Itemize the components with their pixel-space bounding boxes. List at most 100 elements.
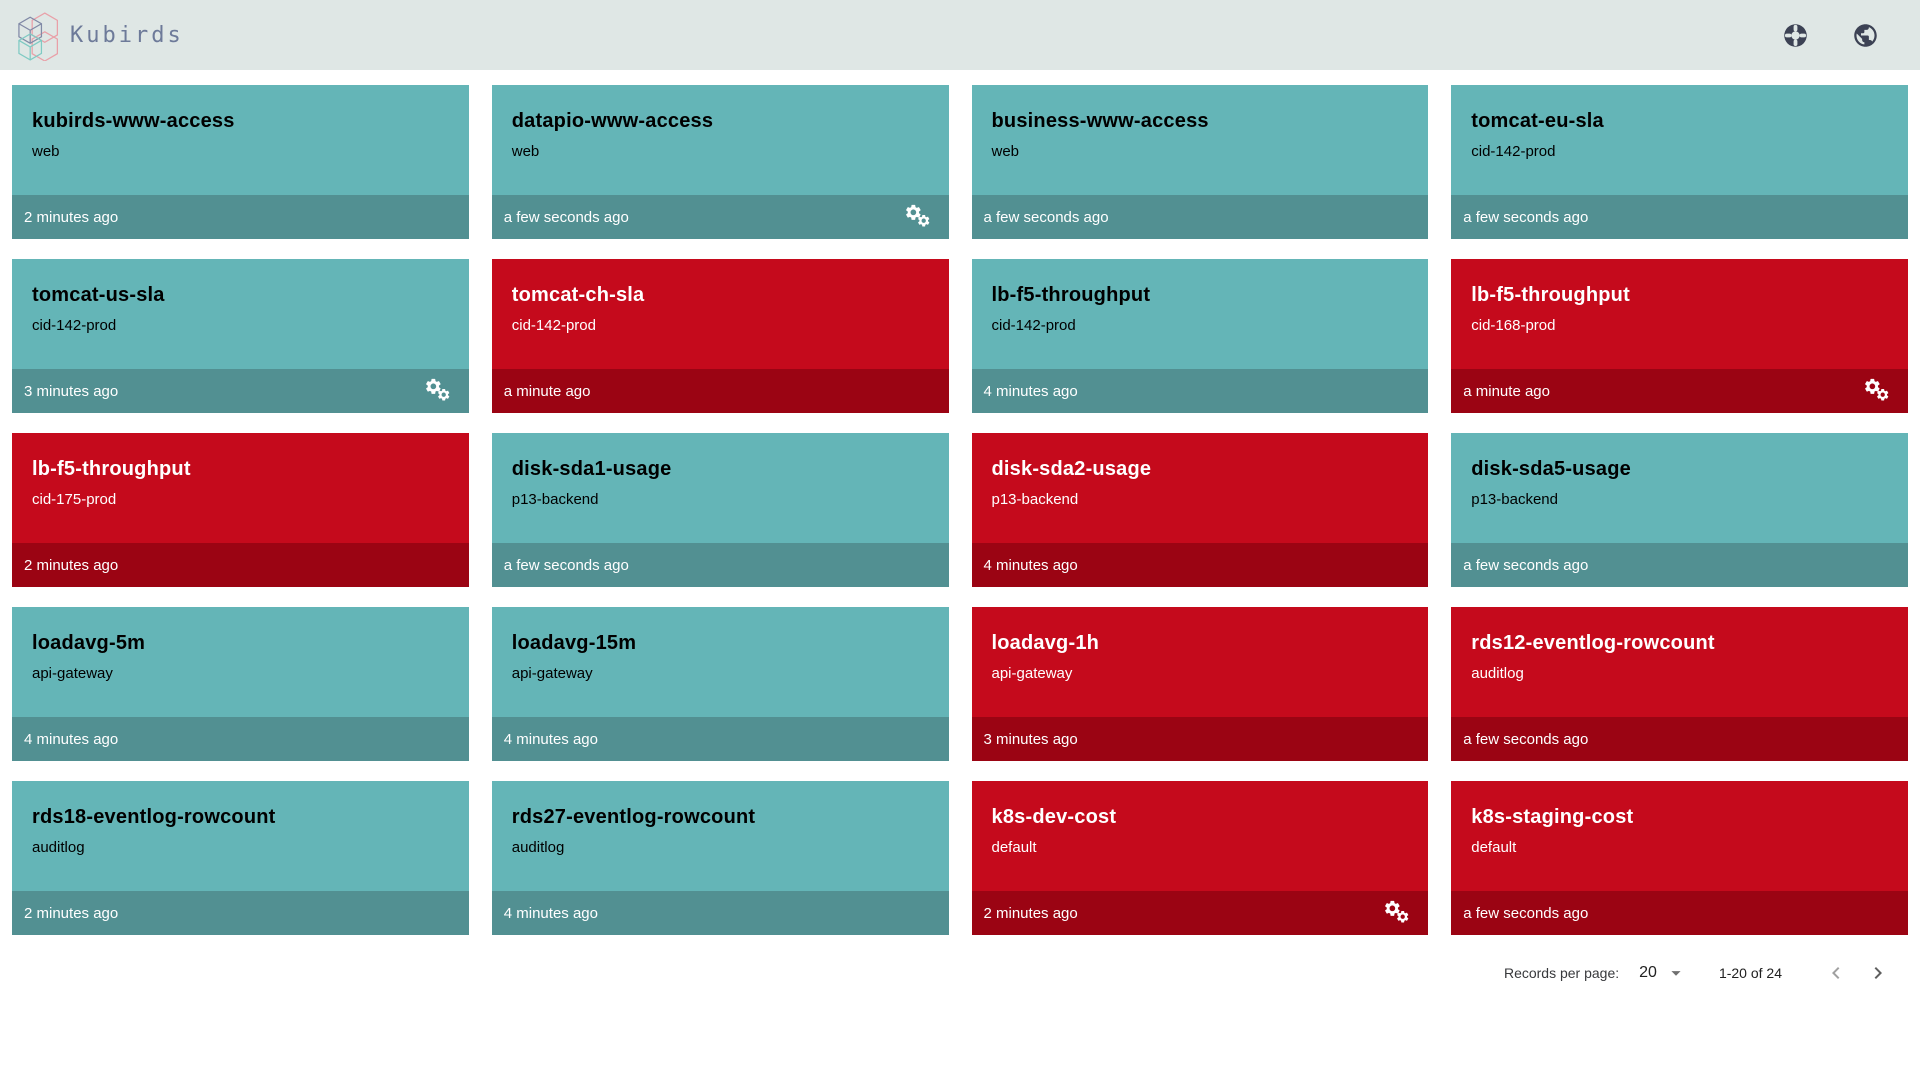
- card-body: k8s-dev-cost default: [971, 781, 1429, 891]
- card-timestamp: a few seconds ago: [503, 208, 629, 226]
- next-page-button[interactable]: [1864, 959, 1892, 987]
- card-footer: a few seconds ago: [971, 195, 1429, 239]
- card-subtitle: cid-142-prod: [511, 317, 596, 334]
- card-body: loadavg-5m api-gateway: [12, 607, 469, 717]
- card-title: disk-sda2-usage: [991, 458, 1152, 480]
- card-subtitle: auditlog: [511, 839, 565, 856]
- records-per-page-label: Records per page:: [1503, 965, 1620, 981]
- gears-icon[interactable]: [1383, 899, 1414, 927]
- card-body: loadavg-1h api-gateway: [971, 607, 1429, 717]
- card-body: business-www-access web: [971, 85, 1429, 195]
- gears-icon[interactable]: [424, 377, 455, 405]
- card-timestamp: a few seconds ago: [503, 556, 629, 574]
- metric-card[interactable]: lb-f5-throughput cid-175-prod 2 minutes …: [12, 433, 469, 587]
- card-title: datapio-www-access: [511, 110, 714, 132]
- gears-icon[interactable]: [1863, 377, 1894, 405]
- card-subtitle: web: [991, 143, 1020, 160]
- globe-button[interactable]: [1848, 18, 1882, 52]
- helm-icon: [1783, 23, 1807, 47]
- cards-grid: kubirds-www-access web 2 minutes ago dat…: [12, 85, 1908, 935]
- metric-card[interactable]: tomcat-ch-sla cid-142-prod a minute ago: [491, 259, 949, 413]
- card-body: rds18-eventlog-rowcount auditlog: [12, 781, 469, 891]
- card-footer: 4 minutes ago: [491, 891, 949, 935]
- metric-card[interactable]: tomcat-eu-sla cid-142-prod a few seconds…: [1451, 85, 1908, 239]
- card-timestamp: 2 minutes ago: [24, 556, 119, 574]
- metric-card[interactable]: disk-sda5-usage p13-backend a few second…: [1451, 433, 1908, 587]
- metric-card[interactable]: lb-f5-throughput cid-168-prod a minute a…: [1451, 259, 1908, 413]
- card-title: disk-sda1-usage: [511, 458, 672, 480]
- card-title: business-www-access: [991, 110, 1209, 132]
- card-footer: 2 minutes ago: [971, 891, 1429, 935]
- card-footer: 4 minutes ago: [971, 369, 1429, 413]
- metric-card[interactable]: tomcat-us-sla cid-142-prod 3 minutes ago: [12, 259, 469, 413]
- card-title: lb-f5-throughput: [1471, 284, 1630, 306]
- card-subtitle: api-gateway: [32, 665, 113, 682]
- page-size-select[interactable]: 20: [1639, 962, 1687, 984]
- page-size-value: 20: [1639, 964, 1657, 981]
- card-title: loadavg-15m: [511, 632, 637, 654]
- card-subtitle: web: [511, 143, 540, 160]
- kubirds-logo: [18, 12, 58, 61]
- card-title: loadavg-5m: [32, 632, 146, 654]
- metric-card[interactable]: k8s-staging-cost default a few seconds a…: [1451, 781, 1908, 935]
- metric-card[interactable]: k8s-dev-cost default 2 minutes ago: [971, 781, 1429, 935]
- card-timestamp: 3 minutes ago: [983, 730, 1078, 748]
- metric-card[interactable]: datapio-www-access web a few seconds ago: [491, 85, 949, 239]
- previous-page-button[interactable]: [1822, 959, 1850, 987]
- metric-card[interactable]: rds27-eventlog-rowcount auditlog 4 minut…: [491, 781, 949, 935]
- card-timestamp: a few seconds ago: [1463, 904, 1589, 922]
- card-timestamp: 2 minutes ago: [24, 208, 119, 226]
- card-title: loadavg-1h: [991, 632, 1100, 654]
- card-body: k8s-staging-cost default: [1451, 781, 1908, 891]
- card-footer: a minute ago: [1451, 369, 1908, 413]
- globe-icon: [1853, 23, 1877, 47]
- card-subtitle: default: [1471, 839, 1517, 856]
- metric-card[interactable]: disk-sda1-usage p13-backend a few second…: [491, 433, 949, 587]
- card-body: tomcat-ch-sla cid-142-prod: [491, 259, 949, 369]
- card-footer: 2 minutes ago: [12, 891, 469, 935]
- metric-card[interactable]: loadavg-15m api-gateway 4 minutes ago: [491, 607, 949, 761]
- metric-card[interactable]: rds12-eventlog-rowcount auditlog a few s…: [1451, 607, 1908, 761]
- metric-card[interactable]: lb-f5-throughput cid-142-prod 4 minutes …: [971, 259, 1429, 413]
- card-footer: 2 minutes ago: [12, 195, 469, 239]
- metric-card[interactable]: loadavg-5m api-gateway 4 minutes ago: [12, 607, 469, 761]
- card-title: lb-f5-throughput: [32, 458, 191, 480]
- metric-card[interactable]: disk-sda2-usage p13-backend 4 minutes ag…: [971, 433, 1429, 587]
- card-subtitle: auditlog: [32, 839, 85, 856]
- gears-icon[interactable]: [904, 203, 935, 231]
- metric-card[interactable]: kubirds-www-access web 2 minutes ago: [12, 85, 469, 239]
- card-footer: a few seconds ago: [491, 543, 949, 587]
- card-footer: 3 minutes ago: [12, 369, 469, 413]
- chevron-left-icon: [1832, 967, 1840, 979]
- metric-card[interactable]: loadavg-1h api-gateway 3 minutes ago: [971, 607, 1429, 761]
- metric-card[interactable]: rds18-eventlog-rowcount auditlog 2 minut…: [12, 781, 469, 935]
- card-body: tomcat-eu-sla cid-142-prod: [1451, 85, 1908, 195]
- card-timestamp: 4 minutes ago: [503, 904, 598, 922]
- app-header: Kubirds: [0, 0, 1920, 70]
- card-title: tomcat-us-sla: [32, 284, 165, 306]
- card-footer: 3 minutes ago: [971, 717, 1429, 761]
- card-body: loadavg-15m api-gateway: [491, 607, 949, 717]
- brand-title: Kubirds: [70, 22, 184, 48]
- card-timestamp: a few seconds ago: [983, 208, 1109, 226]
- card-timestamp: a few seconds ago: [1463, 730, 1589, 748]
- chevron-right-icon: [1874, 967, 1882, 979]
- card-body: kubirds-www-access web: [12, 85, 469, 195]
- card-body: rds12-eventlog-rowcount auditlog: [1451, 607, 1908, 717]
- page-range: 1-20 of 24: [1718, 965, 1782, 981]
- card-timestamp: a few seconds ago: [1463, 208, 1589, 226]
- card-body: tomcat-us-sla cid-142-prod: [12, 259, 469, 369]
- dropdown-caret-icon: [1665, 962, 1687, 984]
- helm-button[interactable]: [1778, 18, 1812, 52]
- card-subtitle: auditlog: [1471, 665, 1524, 682]
- card-subtitle: api-gateway: [511, 665, 593, 682]
- metric-card[interactable]: business-www-access web a few seconds ag…: [971, 85, 1429, 239]
- card-body: rds27-eventlog-rowcount auditlog: [491, 781, 949, 891]
- card-body: disk-sda5-usage p13-backend: [1451, 433, 1908, 543]
- card-subtitle: api-gateway: [991, 665, 1073, 682]
- card-footer: a few seconds ago: [1451, 195, 1908, 239]
- card-body: lb-f5-throughput cid-175-prod: [12, 433, 469, 543]
- card-subtitle: cid-142-prod: [32, 317, 117, 334]
- card-footer: 4 minutes ago: [12, 717, 469, 761]
- card-timestamp: a minute ago: [503, 382, 591, 400]
